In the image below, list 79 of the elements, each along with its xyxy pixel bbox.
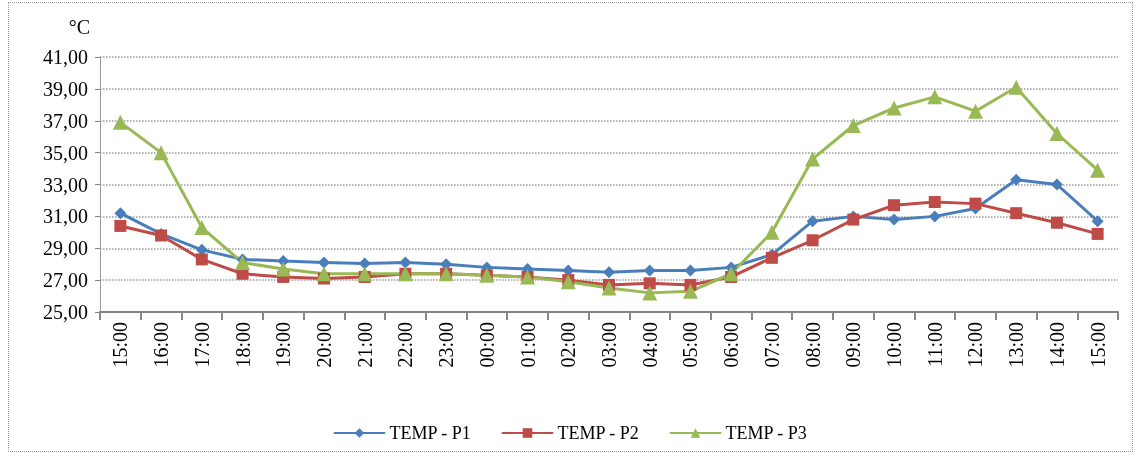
point — [806, 234, 819, 247]
x-tick-label: 21:00 — [353, 322, 376, 368]
point — [153, 145, 169, 161]
x-tick-label: 06:00 — [720, 322, 743, 368]
x-tick-label: 13:00 — [1005, 322, 1028, 368]
x-tick-label: 12:00 — [964, 322, 987, 368]
point — [969, 197, 982, 210]
point — [1008, 79, 1024, 95]
point — [1049, 126, 1065, 141]
y-tick-label: 25,00 — [43, 301, 88, 323]
point — [358, 257, 371, 270]
y-tick-label: 33,00 — [43, 173, 88, 196]
point — [1091, 215, 1104, 228]
point — [357, 266, 373, 282]
point — [927, 89, 943, 105]
point — [601, 280, 617, 296]
point — [195, 253, 208, 266]
point — [1010, 173, 1023, 186]
legend-label: TEMP - P1 — [389, 423, 471, 443]
point — [845, 118, 861, 134]
x-tick-label: 05:00 — [679, 322, 702, 368]
point — [114, 219, 127, 232]
point — [275, 261, 291, 277]
x-tick-label: 11:00 — [923, 322, 946, 367]
x-tick-label: 22:00 — [394, 322, 417, 368]
point — [1090, 162, 1106, 178]
point — [928, 210, 941, 223]
point — [888, 213, 901, 226]
x-tick-label: 20:00 — [312, 322, 335, 368]
x-tick-label: 10:00 — [883, 322, 906, 368]
x-tick-label: 19:00 — [272, 322, 295, 368]
x-tick-label: 17:00 — [190, 322, 213, 368]
x-tick-label: 00:00 — [475, 322, 498, 368]
point — [642, 285, 658, 301]
y-tick-label: 41,00 — [43, 46, 88, 68]
x-tick-label: 04:00 — [638, 322, 661, 368]
point — [1050, 178, 1063, 191]
point — [1091, 227, 1104, 240]
point — [764, 224, 780, 240]
y-tick-label: 31,00 — [43, 205, 88, 228]
point — [114, 207, 127, 220]
point — [399, 256, 412, 269]
point — [317, 256, 330, 269]
point — [928, 196, 941, 209]
x-tick-label: 18:00 — [231, 322, 254, 368]
point — [967, 103, 983, 119]
point — [603, 266, 615, 279]
point — [682, 283, 698, 299]
y-tick-label: 29,00 — [43, 237, 88, 260]
x-tick-label: 03:00 — [598, 322, 620, 368]
point — [194, 220, 210, 236]
x-tick-label: 01:00 — [516, 322, 539, 368]
point — [805, 151, 821, 167]
x-tick-label: 02:00 — [557, 322, 580, 368]
point — [723, 266, 739, 282]
y-tick-label: 27,00 — [43, 269, 88, 292]
legend-label: TEMP - P2 — [557, 423, 639, 443]
x-tick-label: 15:00 — [1086, 322, 1109, 368]
point — [886, 100, 902, 116]
y-tick-label: 39,00 — [43, 77, 88, 100]
y-tick-label: 35,00 — [43, 141, 88, 164]
point — [643, 277, 656, 290]
y-tick-label: 37,00 — [43, 109, 88, 132]
point — [235, 255, 251, 271]
x-tick-label: 16:00 — [150, 322, 173, 368]
x-tick-label: 09:00 — [842, 322, 865, 368]
point — [888, 199, 901, 212]
point — [112, 114, 128, 130]
legend-label: TEMP - P3 — [725, 423, 807, 443]
x-tick-label: 23:00 — [435, 322, 458, 368]
point — [316, 266, 332, 282]
x-tick-label: 08:00 — [801, 322, 824, 368]
x-tick-label: 14:00 — [1045, 322, 1068, 368]
point — [1050, 216, 1063, 229]
y-axis-title: °C — [68, 16, 90, 38]
point — [806, 215, 819, 228]
x-tick-label: 15:00 — [109, 322, 132, 368]
point — [1010, 207, 1023, 220]
x-tick-label: 07:00 — [760, 322, 783, 368]
